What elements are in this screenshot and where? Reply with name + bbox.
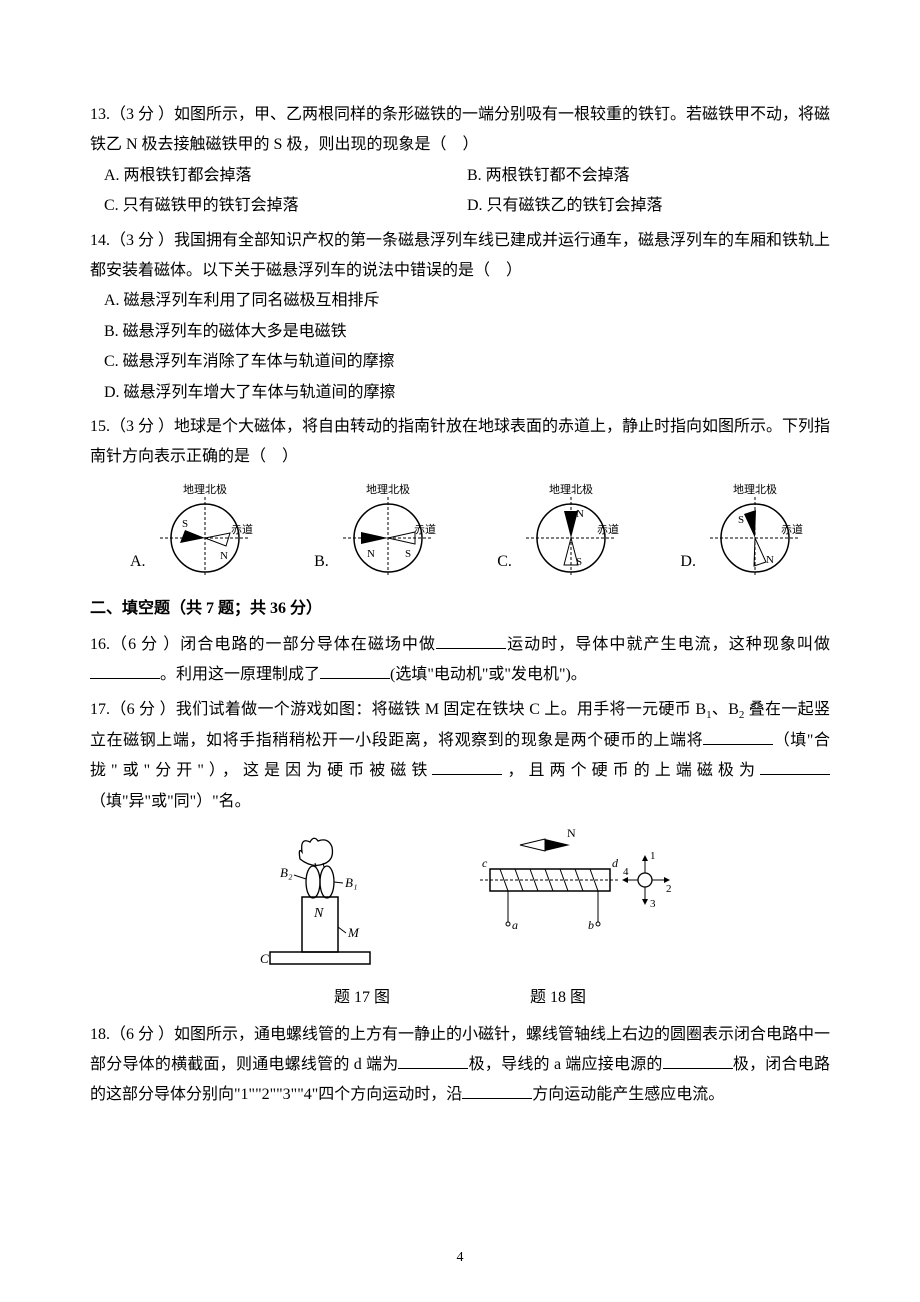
q16-blank-1 (436, 633, 506, 649)
q16-pre: 16.（6 分 ）闭合电路的一部分导体在磁场中做 (90, 636, 436, 653)
svg-text:赤道: 赤道 (781, 522, 803, 536)
compass-b-icon: 地理北极 赤道 N S (333, 483, 443, 578)
q15-label-a: A. (130, 547, 146, 577)
q18-blank-1 (398, 1053, 468, 1069)
q14-options: A. 磁悬浮列车利用了同名磁极互相排斥 B. 磁悬浮列车的磁体大多是电磁铁 C.… (90, 286, 830, 408)
question-18: 18.（6 分 ）如图所示，通电螺线管的上方有一静止的小磁针，螺线管轴线上右边的… (90, 1020, 830, 1111)
svg-text:赤道: 赤道 (597, 522, 619, 536)
figures-17-18-row: C N M B₂ B₁ N c d (90, 827, 830, 977)
q13-options: A. 两根铁钉都会掉落 B. 两根铁钉都不会掉落 C. 只有磁铁甲的铁钉会掉落 … (90, 161, 830, 222)
section-2-title: 二、填空题（共 7 题；共 36 分） (90, 594, 830, 624)
question-15: 15.（3 分 ）地球是个大磁体，将自由转动的指南针放在地球表面的赤道上，静止时… (90, 412, 830, 578)
q15-opt-c: C. 地理北极 赤道 N S (497, 483, 626, 578)
svg-text:c: c (482, 856, 488, 870)
figure-18-icon: N c d a b 1 2 3 4 (460, 827, 680, 947)
figure-captions: 题 17 图 题 18 图 (90, 983, 830, 1013)
q14-stem: 14.（3 分 ）我国拥有全部知识产权的第一条磁悬浮列车线已建成并运行通车，磁悬… (90, 226, 830, 287)
svg-text:a: a (512, 918, 518, 932)
question-13: 13.（3 分 ）如图所示，甲、乙两根同样的条形磁铁的一端分别吸有一根较重的铁钉… (90, 100, 830, 222)
compass-d-icon: 地理北极 赤道 S N (700, 483, 810, 578)
svg-text:S: S (182, 518, 188, 530)
q16-blank-2 (90, 663, 160, 679)
svg-text:S: S (405, 548, 411, 560)
svg-text:N: N (567, 827, 576, 840)
q17-blank-2 (432, 759, 502, 775)
q17-blank-1 (703, 729, 773, 745)
svg-text:地理北极: 地理北极 (733, 483, 777, 496)
q15-options-row: A. 地理北极 赤道 S N B. 地理北极 赤道 (130, 483, 810, 578)
svg-text:4: 4 (623, 866, 629, 878)
svg-text:B₂: B₂ (280, 865, 293, 880)
svg-text:2: 2 (666, 883, 672, 895)
q15-opt-b: B. 地理北极 赤道 N S (314, 483, 443, 578)
figure-17-icon: C N M B₂ B₁ (240, 827, 400, 977)
q13-opt-d: D. 只有磁铁乙的铁钉会掉落 (467, 191, 830, 221)
svg-text:N: N (313, 906, 324, 921)
q14-opt-c: C. 磁悬浮列车消除了车体与轨道间的摩擦 (104, 347, 830, 377)
svg-text:M: M (347, 925, 360, 940)
q17-mid1: 、B (712, 701, 739, 718)
q15-stem: 15.（3 分 ）地球是个大磁体，将自由转动的指南针放在地球表面的赤道上，静止时… (90, 412, 830, 473)
svg-text:地理北极: 地理北极 (366, 483, 410, 496)
svg-text:b: b (588, 918, 594, 932)
q18-post: 方向运动能产生感应电流。 (532, 1086, 724, 1103)
q18-mid1: 极，导线的 a 端应接电源的 (468, 1056, 662, 1073)
q13-opt-c: C. 只有磁铁甲的铁钉会掉落 (104, 191, 467, 221)
q18-blank-3 (462, 1083, 532, 1099)
svg-text:S: S (576, 556, 582, 568)
svg-text:B₁: B₁ (345, 875, 357, 890)
svg-text:地理北极: 地理北极 (549, 483, 593, 496)
question-16: 16.（6 分 ）闭合电路的一部分导体在磁场中做 运动时，导体中就产生电流，这种现… (90, 630, 830, 691)
question-17: 17.（6 分 ）我们试着做一个游戏如图：将磁铁 M 固定在铁块 C 上。用手将… (90, 695, 830, 817)
q15-label-d: D. (680, 547, 696, 577)
q17-mid4: ，且两个硬币的上端磁极为 (502, 762, 760, 779)
svg-text:赤道: 赤道 (231, 522, 253, 536)
q15-label-c: C. (497, 547, 512, 577)
q13-stem: 13.（3 分 ）如图所示，甲、乙两根同样的条形磁铁的一端分别吸有一根较重的铁钉… (90, 100, 830, 161)
q15-label-b: B. (314, 547, 329, 577)
svg-text:C: C (260, 951, 269, 966)
compass-a-icon: 地理北极 赤道 S N (150, 483, 260, 578)
q16-blank-3 (320, 663, 390, 679)
svg-text:d: d (612, 856, 619, 870)
svg-text:N: N (576, 508, 584, 520)
caption-18: 题 18 图 (530, 983, 586, 1013)
q17-pre: 17.（6 分 ）我们试着做一个游戏如图：将磁铁 M 固定在铁块 C 上。用手将… (90, 701, 706, 718)
q14-opt-b: B. 磁悬浮列车的磁体大多是电磁铁 (104, 317, 830, 347)
svg-text:1: 1 (650, 850, 656, 862)
svg-text:N: N (766, 554, 774, 566)
q14-opt-d: D. 磁悬浮列车增大了车体与轨道间的摩擦 (104, 378, 830, 408)
svg-text:3: 3 (650, 898, 656, 910)
svg-text:N: N (220, 550, 228, 562)
page-number: 4 (457, 1245, 464, 1272)
svg-text:地理北极: 地理北极 (183, 483, 227, 496)
q14-opt-a: A. 磁悬浮列车利用了同名磁极互相排斥 (104, 286, 830, 316)
q17-blank-3 (760, 759, 830, 775)
q13-opt-b: B. 两根铁钉都不会掉落 (467, 161, 830, 191)
q15-opt-d: D. 地理北极 赤道 S N (680, 483, 810, 578)
question-14: 14.（3 分 ）我国拥有全部知识产权的第一条磁悬浮列车线已建成并运行通车，磁悬… (90, 226, 830, 408)
q16-mid1: 运动时，导体中就产生电流，这种现象叫做 (506, 636, 830, 653)
q17-post: （填"异"或"同"）"名。 (90, 793, 251, 810)
q15-opt-a: A. 地理北极 赤道 S N (130, 483, 260, 578)
compass-c-icon: 地理北极 赤道 N S (516, 483, 626, 578)
svg-text:S: S (738, 514, 744, 526)
q16-mid2: 。利用这一原理制成了 (160, 666, 320, 683)
q13-opt-a: A. 两根铁钉都会掉落 (104, 161, 467, 191)
q16-post: (选填"电动机"或"发电机")。 (390, 666, 587, 683)
caption-17: 题 17 图 (334, 983, 390, 1013)
q18-blank-2 (663, 1053, 733, 1069)
svg-text:赤道: 赤道 (414, 522, 436, 536)
svg-text:N: N (367, 548, 375, 560)
